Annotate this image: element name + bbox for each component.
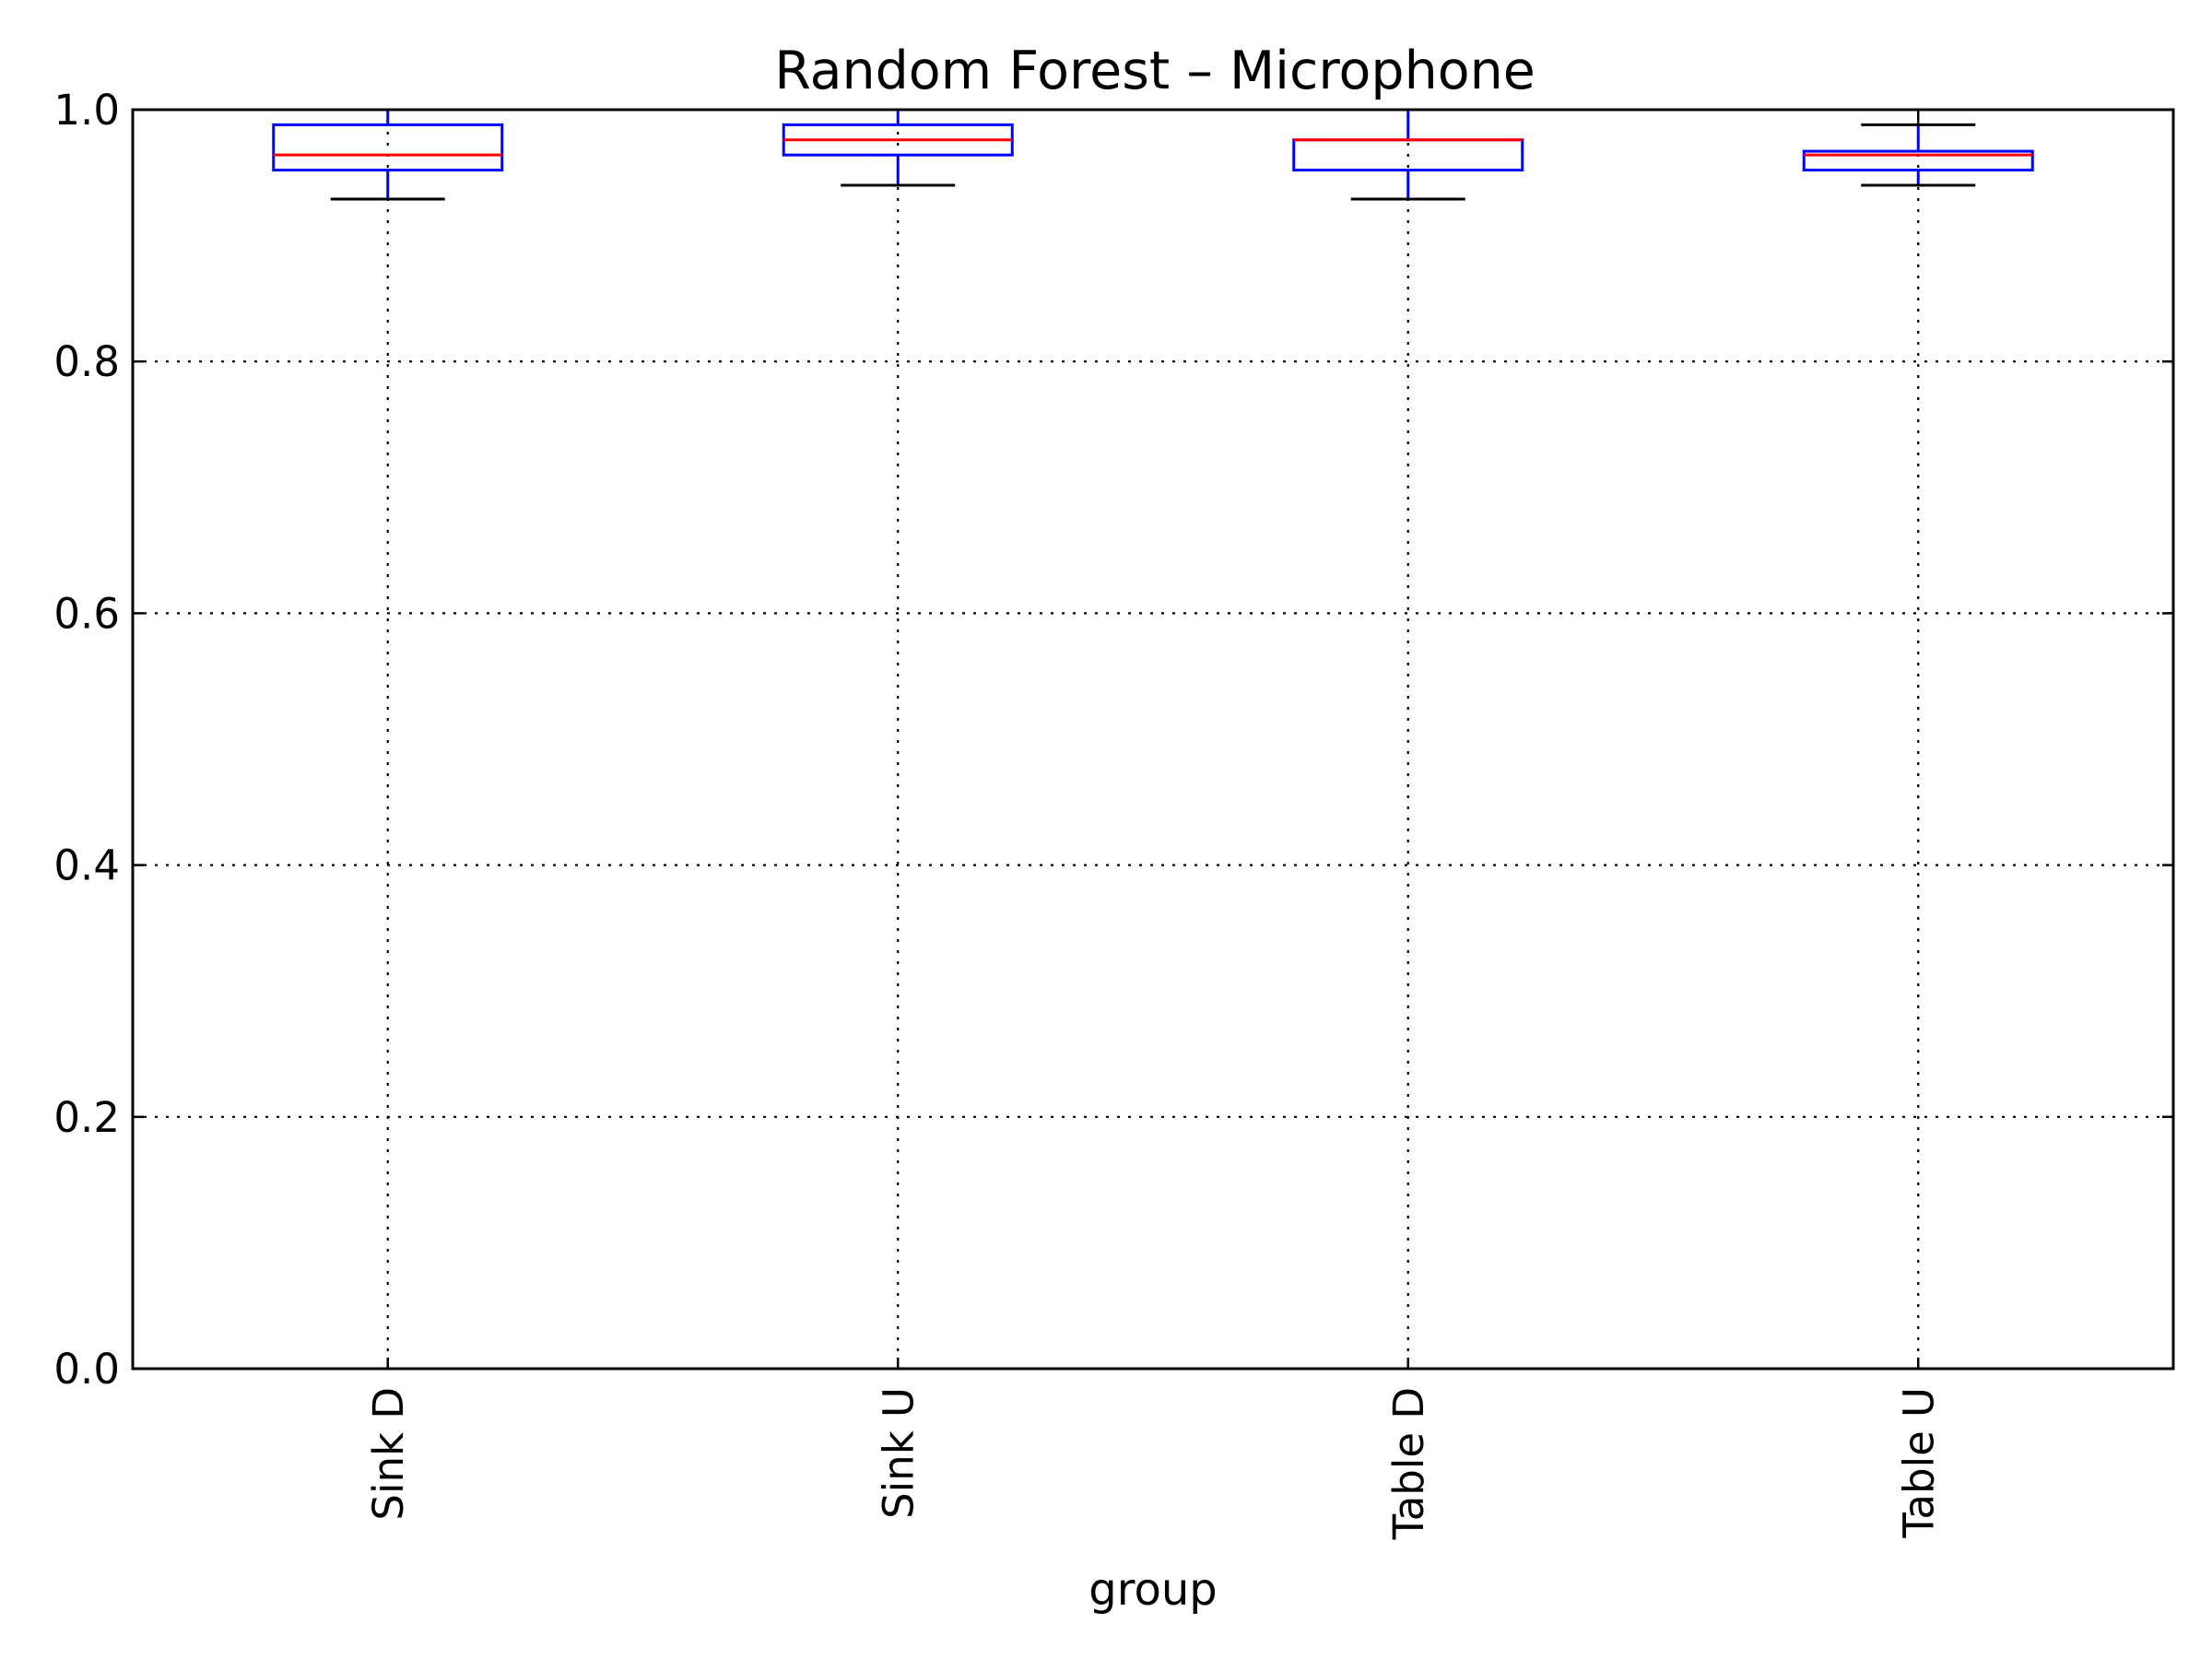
y-tick-label: 0.2 — [53, 1093, 120, 1142]
box-iqr — [272, 123, 504, 172]
y-tick-label: 1.0 — [53, 86, 120, 135]
y-tick-label: 0.0 — [53, 1345, 120, 1394]
x-tick-label: Table U — [1894, 1387, 1943, 1539]
x-tick-label: Table D — [1384, 1387, 1433, 1540]
grid-layer — [133, 108, 2173, 1371]
box-iqr — [1802, 149, 2034, 172]
ticks-layer — [133, 108, 2173, 1371]
boxes-layer — [272, 108, 2034, 201]
y-tick-label: 0.8 — [53, 337, 120, 386]
x-tick-label: Sink U — [874, 1387, 923, 1519]
x-tick-label: Sink D — [364, 1387, 413, 1521]
y-tick-label: 0.4 — [53, 841, 120, 890]
plot-frame — [131, 108, 2175, 1371]
chart-title: Random Forest – Microphone — [774, 41, 1535, 101]
labels-layer: 0.0 0.2 0.4 0.6 0.8 1.0 Sink D Sink U Table D Tab… — [53, 86, 1943, 1540]
y-tick-label: 0.6 — [53, 589, 120, 638]
x-axis-label: group — [1088, 1564, 1217, 1616]
